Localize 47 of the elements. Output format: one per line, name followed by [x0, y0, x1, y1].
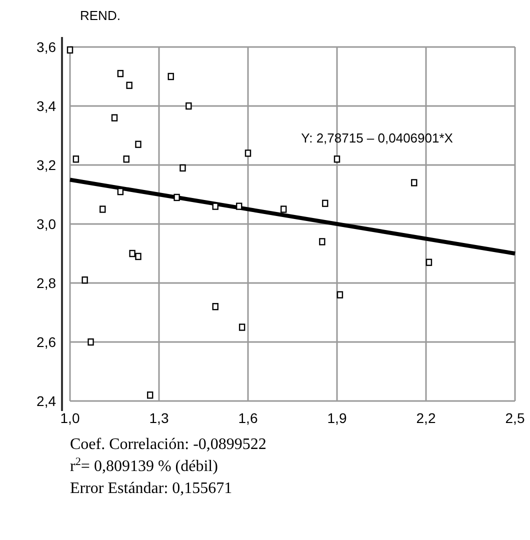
point — [117, 70, 124, 78]
point — [238, 324, 246, 331]
point — [322, 200, 328, 207]
y-axis-title: REND. — [80, 8, 120, 23]
annotation: Y: 2,78715 – 0,0406901*X — [301, 130, 454, 146]
point — [129, 250, 136, 258]
point — [212, 303, 218, 310]
x-tick-label: 1,6 — [238, 410, 258, 426]
y-tick-label: 2,8 — [36, 274, 56, 291]
text: r$^{2}$= 0,809139 % (débil) — [70, 456, 218, 475]
x-tick-label: 1,0 — [60, 410, 80, 426]
y-tick-label: 2,4 — [36, 392, 56, 409]
point — [168, 72, 174, 80]
point — [126, 82, 132, 89]
point — [135, 252, 142, 260]
point — [174, 194, 180, 202]
y-tick-label: 3,4 — [36, 98, 56, 114]
y-tick-label: 2,6 — [36, 334, 56, 350]
y-tick-label: 3,0 — [36, 216, 56, 232]
point — [411, 179, 418, 186]
point — [336, 291, 344, 298]
point — [82, 276, 88, 284]
x-tick-label: 2,2 — [416, 410, 436, 426]
point — [334, 156, 340, 163]
point — [426, 258, 432, 266]
y-tick-label: 3,2 — [36, 156, 56, 173]
point — [186, 102, 192, 110]
y-tick-label: 3,6 — [36, 38, 56, 55]
point — [72, 156, 80, 163]
point — [66, 46, 74, 54]
point — [135, 140, 142, 148]
point — [123, 156, 130, 163]
point — [111, 114, 118, 122]
point — [180, 164, 186, 172]
point — [280, 206, 287, 213]
point — [147, 392, 154, 399]
point — [88, 338, 94, 346]
x-tick-label: 1,3 — [149, 410, 169, 426]
x-tick-label: 1,9 — [327, 410, 347, 426]
text: Error Estándar: 0,155671 — [70, 480, 232, 497]
x-tick-label: 2,5 — [505, 410, 525, 426]
point — [212, 202, 218, 210]
point — [100, 206, 106, 213]
text: Coef. Correlación: -0,0899522 — [70, 436, 266, 453]
point — [236, 202, 242, 210]
point — [319, 238, 326, 246]
point — [244, 150, 252, 157]
